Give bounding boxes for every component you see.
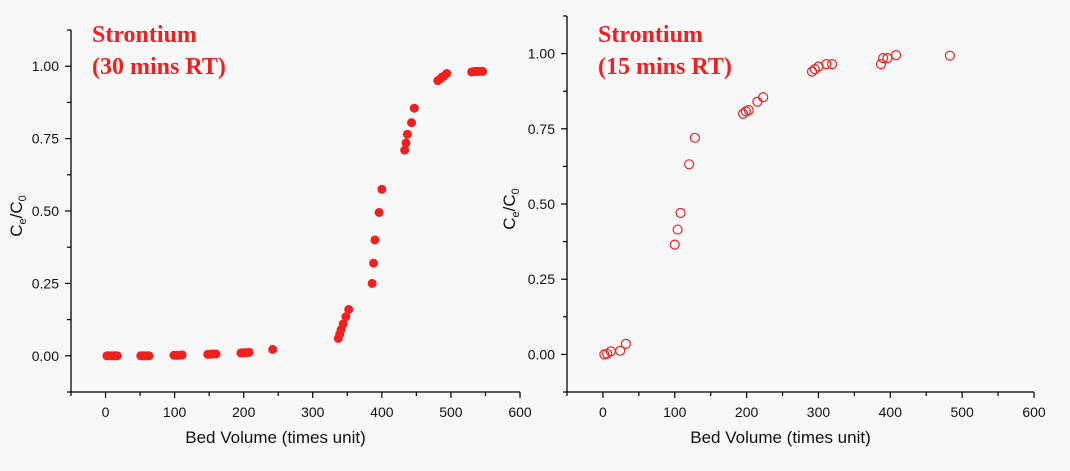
y-label-c0: /C	[7, 201, 26, 218]
data-point	[369, 258, 379, 268]
data-point	[401, 138, 411, 148]
y-tick-label: 0.75	[528, 121, 555, 137]
y-tick-label: 1.00	[32, 58, 59, 74]
data-point	[944, 50, 956, 61]
x-axis-label: Bed Volume (times unit)	[690, 428, 870, 447]
data-point	[442, 68, 452, 78]
y-label-sub-e: e	[510, 211, 522, 217]
x-tick-label: 300	[807, 404, 831, 420]
x-tick-label: 0	[599, 404, 607, 420]
data-point	[827, 59, 838, 70]
y-label-sub-e: e	[17, 218, 29, 224]
data-point	[809, 64, 820, 75]
chart-title-line: Strontium	[92, 22, 197, 48]
data-point	[338, 319, 348, 329]
data-point	[377, 184, 387, 194]
y-axis-label: Ce/C0	[7, 195, 29, 237]
y-tick-label: 0.50	[528, 196, 555, 212]
y-tick-label: 0.25	[528, 271, 555, 287]
x-tick-label: 300	[301, 404, 325, 420]
data-point	[400, 145, 410, 155]
data-point	[806, 66, 818, 77]
data-point	[875, 59, 887, 70]
data-point	[374, 207, 384, 217]
data-point	[821, 59, 832, 70]
data-point	[669, 239, 680, 250]
y-tick-label: 0.50	[32, 203, 59, 219]
y-tick-label: 0.00	[528, 346, 555, 362]
data-point	[244, 347, 254, 357]
y-tick-label: 0.75	[32, 131, 59, 147]
data-point	[890, 50, 902, 61]
data-point	[144, 351, 154, 361]
data-point	[684, 159, 695, 170]
data-point	[367, 278, 377, 288]
y-label-sub-0: 0	[17, 195, 29, 201]
y-tick-label: 1.00	[528, 46, 555, 62]
x-tick-label: 600	[1022, 404, 1046, 420]
data-point	[268, 344, 278, 354]
data-point	[620, 338, 632, 349]
y-label-c: C	[500, 217, 519, 229]
y-label-c: C	[7, 224, 26, 236]
chart-title-line: Strontium	[598, 22, 703, 48]
y-axis-label: Ce/C0	[500, 188, 522, 230]
data-point	[341, 312, 351, 322]
data-point	[758, 92, 769, 103]
data-point	[737, 108, 749, 119]
data-point	[672, 224, 683, 235]
x-tick-label: 400	[370, 404, 394, 420]
data-point	[402, 129, 412, 139]
chart-title-line: (30 mins RT)	[92, 54, 226, 80]
y-label-c0: /C	[500, 194, 519, 211]
data-point	[882, 53, 893, 64]
y-tick-label: 0.00	[32, 348, 59, 364]
chart-title-line: (15 mins RT)	[598, 54, 732, 80]
data-point	[344, 304, 354, 314]
x-tick-label: 600	[508, 404, 532, 420]
chart-panel-1: 0 100 200 300 400 500 600 0.00 0.25 0.50 0.75 1.00 B…	[7, 22, 532, 447]
data-point	[752, 96, 763, 107]
data-point	[211, 349, 221, 359]
y-tick-label: 0.25	[32, 275, 59, 291]
data-point	[878, 53, 889, 64]
x-tick-label: 200	[232, 404, 256, 420]
x-tick-label: 0	[102, 404, 110, 420]
x-tick-label: 500	[950, 404, 974, 420]
chart-panel-2: 0 100 200 300 400 500 600 0.00 0.25 0.50 0.75 1.00 B…	[500, 15, 1046, 447]
x-tick-label: 400	[879, 404, 903, 420]
data-point	[615, 345, 626, 356]
x-axis-label: Bed Volume (times unit)	[185, 428, 365, 447]
data-point	[675, 207, 686, 219]
x-tick-label: 200	[735, 404, 759, 420]
x-tick-label: 100	[663, 404, 687, 420]
data-point	[409, 103, 419, 113]
data-point	[177, 350, 187, 360]
data-point	[689, 132, 700, 143]
data-point	[370, 235, 380, 245]
data-point	[743, 105, 754, 116]
data-point	[112, 351, 122, 361]
data-point	[478, 66, 488, 76]
y-label-sub-0: 0	[510, 188, 522, 194]
x-tick-label: 500	[439, 404, 463, 420]
x-tick-label: 100	[163, 404, 187, 420]
data-point	[407, 118, 417, 128]
